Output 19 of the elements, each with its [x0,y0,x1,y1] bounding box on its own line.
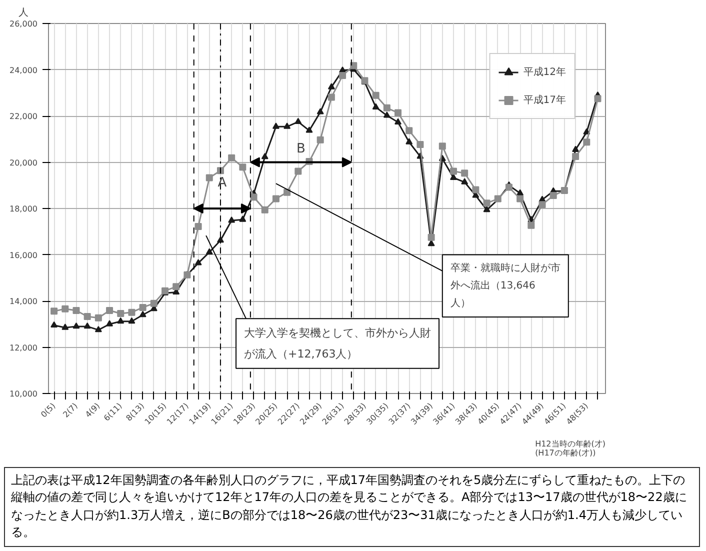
x-tick-label: 4(9) [84,401,102,420]
text: 上記の表は平成12年国勢調査の各年齢別人口のグラフに，平成17年国勢調査のそれを5歳分左にずらして重ねたもの。上下の縦軸の値の差で同じ人々を追いかけて12年と17年の人口の差を見ることができる。A部分では13〜17歳の世代が18〜22歳になったとき人口が約1.3万人増え，逆にBの部分では18〜26歳の世代が23〜31歳になったとき人口が約1.4万人も減少している。 [11,472,688,542]
annotation: 卒業・就職時に人財が市外へ流出（13,646人） [450,262,560,309]
x-axis-title: H12当時の年齢(才) (H17の年齢(才)) [535,440,606,458]
y-axis-title: 人 [18,8,28,18]
y-tick-label: 12,000 [10,343,38,352]
y-tick-label: 26,000 [10,20,38,28]
y-tick-label: 22,000 [10,112,38,121]
annotation: B [296,141,306,156]
y-tick-label: 14,000 [10,297,38,306]
legend-label: 平成17年 [523,94,566,107]
y-tick-label: 20,000 [10,158,38,168]
annotation: A [218,176,227,190]
legend-label: 平成12年 [523,66,566,79]
y-tick-label: 18,000 [10,204,38,214]
y-tick-label: 10,000 [10,390,38,398]
y-tick-label: 16,000 [10,250,38,260]
y-tick-label: 24,000 [10,66,38,75]
annotation: 大学入学を契機として、市外から人財が流入（+12,763人） [244,326,432,360]
